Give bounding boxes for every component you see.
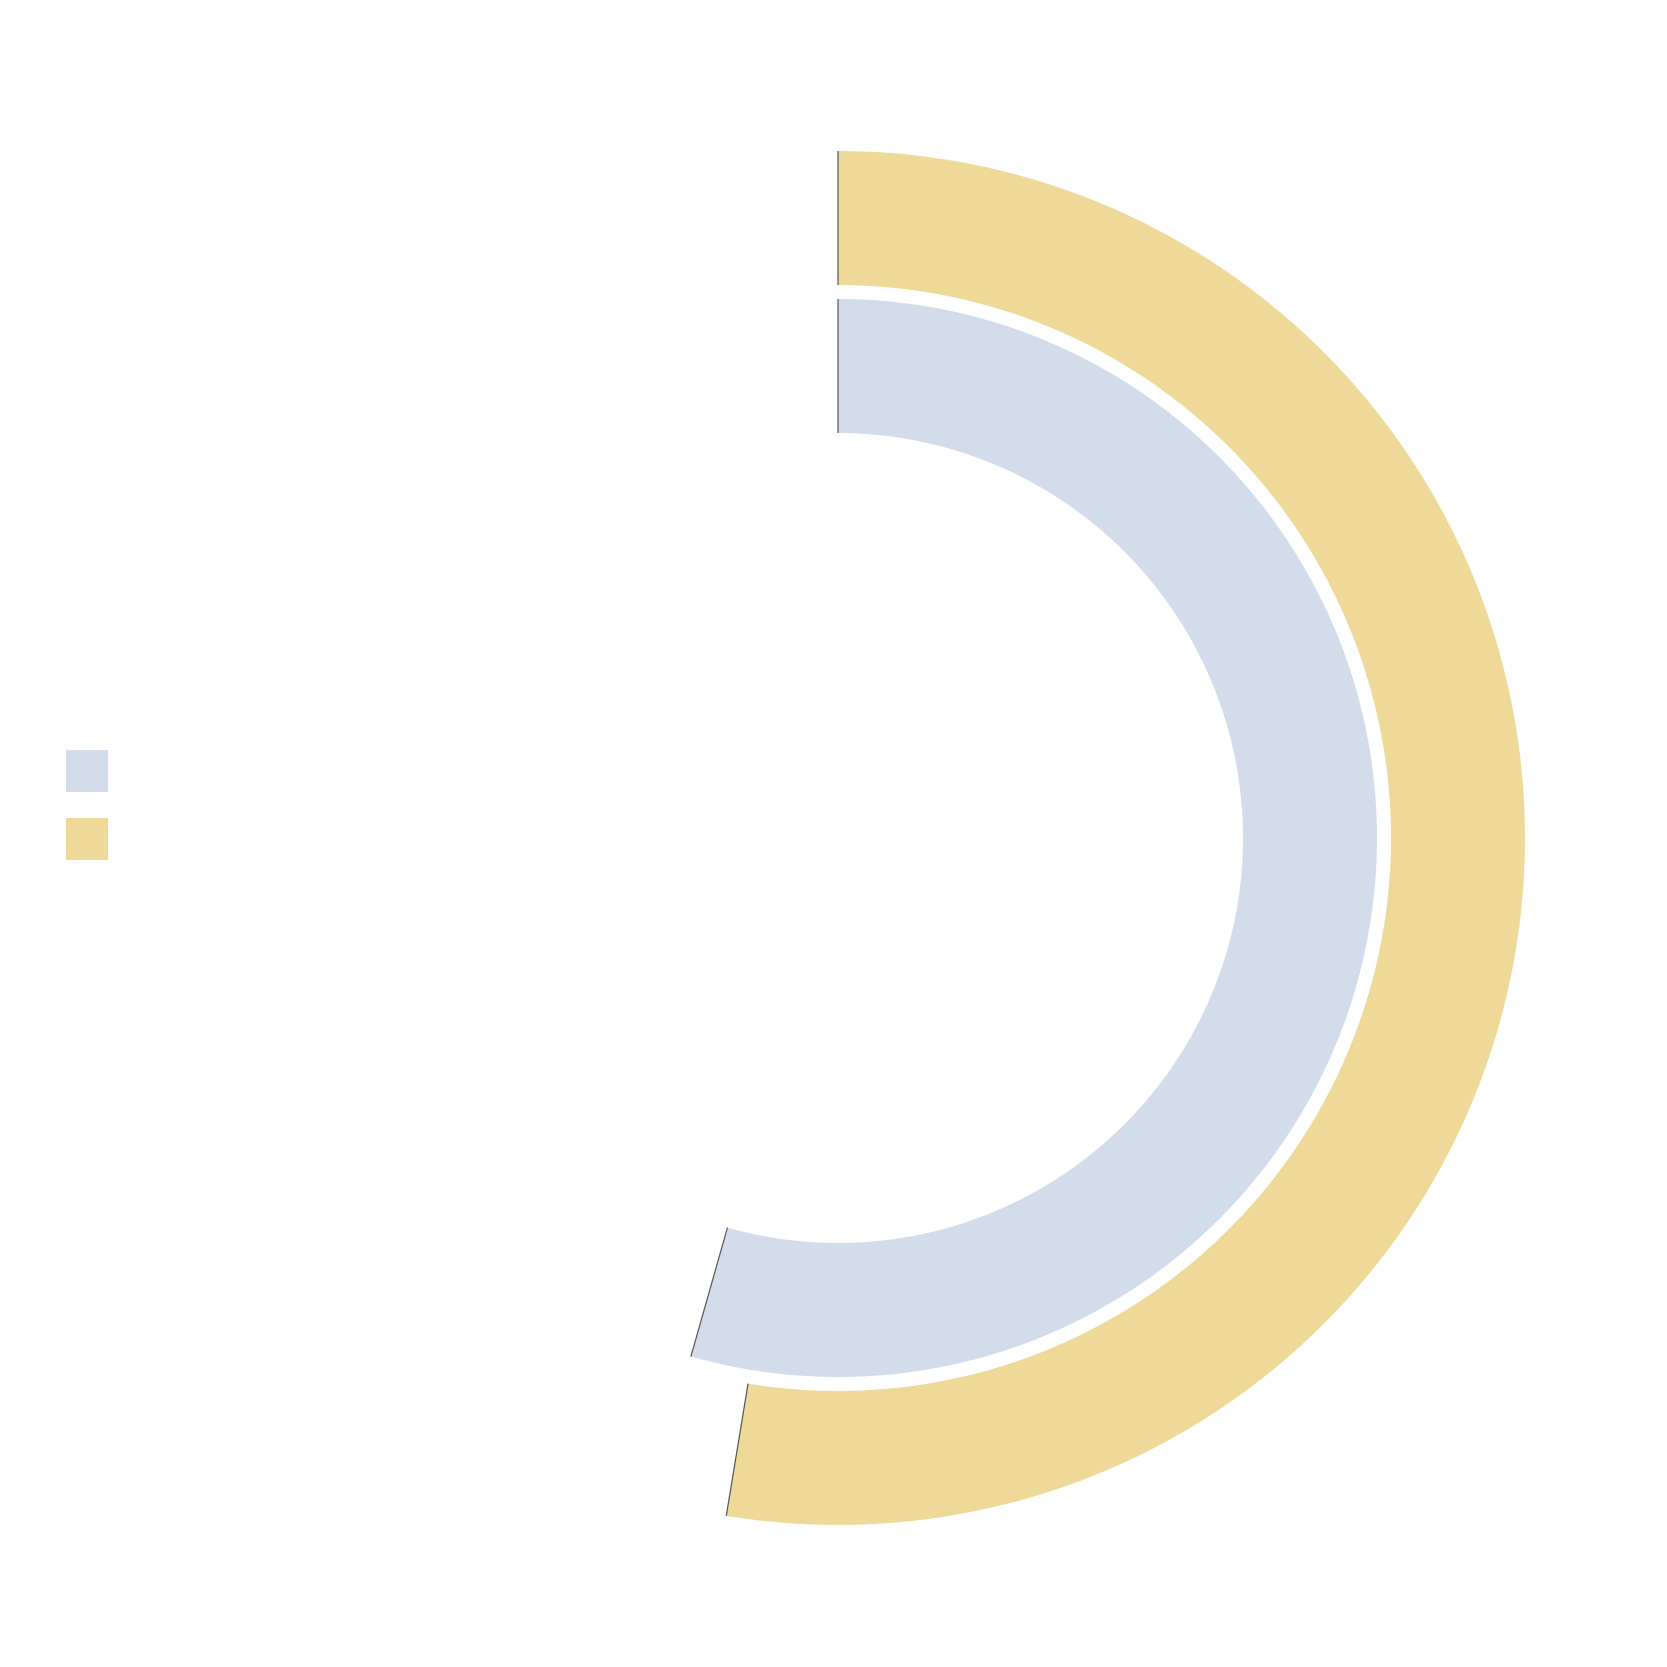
- radial-bar-outer[interactable]: [726, 151, 1525, 1525]
- legend-item-inner[interactable]: [66, 750, 122, 792]
- legend-swatch-inner: [66, 750, 108, 792]
- radial-bar-inner-end-edge: [690, 1227, 729, 1357]
- legend-swatch-outer: [66, 818, 108, 860]
- radial-bars: [690, 151, 1525, 1525]
- legend: [66, 750, 122, 886]
- radial-bar-outer-end-edge: [725, 1383, 749, 1516]
- legend-item-outer[interactable]: [66, 818, 122, 860]
- radial-bar-inner[interactable]: [690, 299, 1378, 1378]
